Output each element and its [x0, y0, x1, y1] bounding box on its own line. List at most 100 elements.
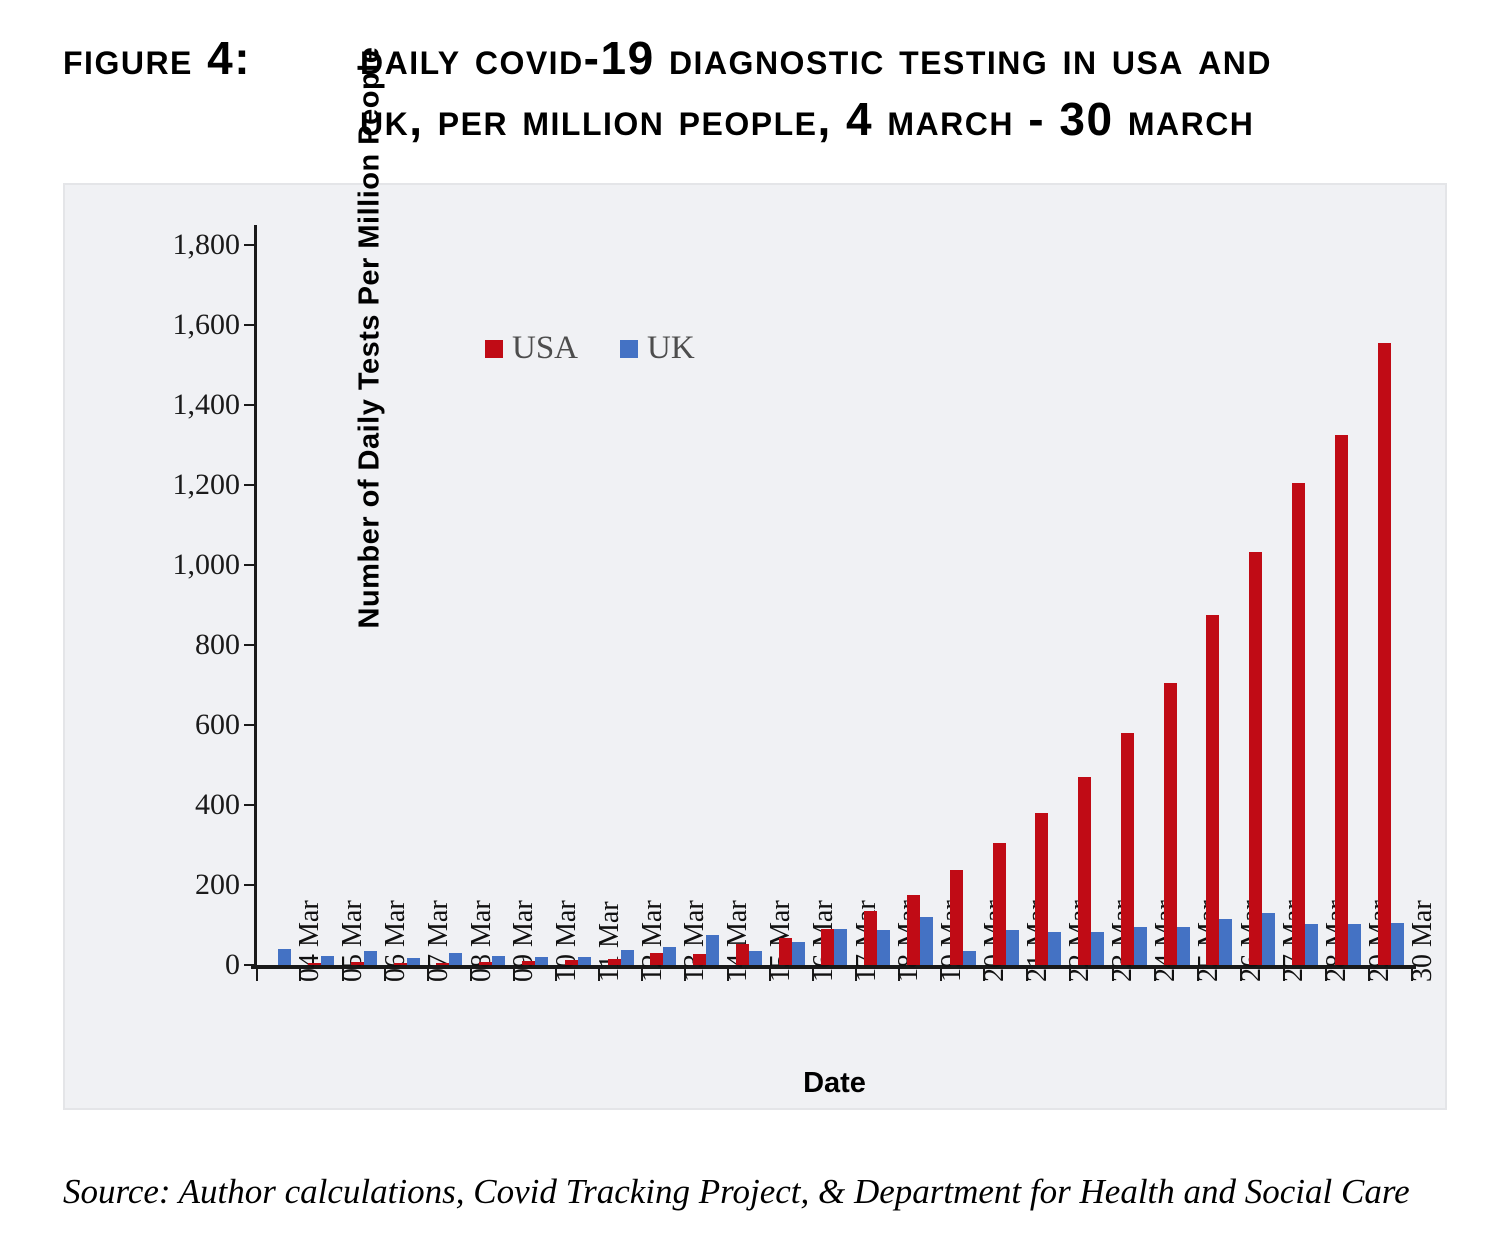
- y-axis-tick: [244, 484, 254, 487]
- x-axis-tick: [384, 969, 387, 981]
- figure-label: Figure 4:: [63, 32, 252, 84]
- x-axis-tick: [1111, 969, 1114, 981]
- x-axis-tick: [683, 969, 686, 981]
- bar-group-23-mar: [1070, 245, 1113, 965]
- x-axis-tick: [983, 969, 986, 981]
- x-axis-tick: [256, 969, 258, 981]
- x-axis-line: [251, 965, 1416, 969]
- bar-usa-29-mar: [1334, 435, 1348, 965]
- figure-title: Daily COVID-19 diagnostic testing in USA…: [360, 28, 1470, 150]
- bar-group-09-mar: [471, 245, 514, 965]
- bar-uk-26-mar: [1219, 918, 1233, 965]
- y-axis-tick-label: 400: [195, 788, 240, 821]
- bar-group-14-mar: [685, 245, 728, 965]
- bar-uk-14-mar: [706, 935, 720, 965]
- plot-area: 0 200 400 600 800 1,000 1,200 1,400 1,600 1,800 04…: [173, 225, 1438, 982]
- y-axis-tick: [244, 724, 254, 727]
- bar-usa-16-mar: [778, 937, 792, 965]
- bar-uk-04-mar: [278, 948, 292, 965]
- y-axis-tick: [244, 644, 254, 647]
- y-axis-tick-label: 600: [195, 708, 240, 741]
- bar-usa-19-mar: [907, 895, 921, 965]
- x-axis-tick: [1411, 969, 1413, 981]
- bar-usa-20-mar: [949, 869, 963, 965]
- bar-uk-15-mar: [748, 951, 762, 965]
- bar-usa-18-mar: [864, 911, 878, 965]
- y-axis-tick: [244, 404, 254, 406]
- bar-group-29-mar: [1326, 245, 1369, 965]
- x-axis-tick: [1026, 969, 1028, 981]
- bar-usa-13-mar: [650, 952, 664, 965]
- bar-uk-28-mar: [1305, 923, 1319, 965]
- y-axis-tick-label: 800: [195, 628, 240, 661]
- bar-uk-20-mar: [962, 951, 976, 965]
- x-axis-tick: [1197, 969, 1200, 981]
- bar-uk-11-mar: [577, 957, 591, 965]
- bar-uk-16-mar: [791, 942, 805, 965]
- legend-label-uk: UK: [647, 330, 695, 366]
- bar-usa-14-mar: [693, 953, 707, 965]
- x-axis-tick: [512, 969, 515, 981]
- x-axis-tick: [298, 969, 301, 981]
- bar-uk-19-mar: [920, 916, 934, 965]
- bar-group-10-mar: [514, 245, 557, 965]
- bar-group-05-mar: [300, 245, 343, 965]
- x-axis-tick-label: 30 Mar: [1406, 900, 1438, 982]
- figure-title-line-2: UK, Per million people, 4 March - 30 Mar…: [360, 93, 1255, 145]
- y-axis-tick-label: 1,600: [172, 307, 241, 341]
- y-axis-tick-label: 1,200: [172, 468, 241, 501]
- bar-uk-24-mar: [1133, 927, 1147, 965]
- x-axis-tick: [598, 969, 601, 981]
- bar-group-13-mar: [642, 245, 685, 965]
- bar-usa-30-mar: [1377, 343, 1391, 965]
- bar-uk-13-mar: [663, 947, 677, 965]
- bar-uk-12-mar: [620, 950, 634, 965]
- bar-uk-05-mar: [321, 955, 335, 965]
- x-axis-tick: [1239, 969, 1242, 981]
- bar-usa-22-mar: [1035, 813, 1049, 965]
- bar-usa-12-mar: [607, 959, 621, 965]
- bar-uk-07-mar: [406, 957, 420, 965]
- x-axis-tick: [1368, 969, 1371, 981]
- y-axis-tick: [244, 244, 254, 246]
- bar-uk-22-mar: [1048, 932, 1062, 965]
- bar-usa-08-mar: [436, 962, 450, 965]
- y-axis-tick: [244, 964, 254, 966]
- x-axis-tick: [940, 969, 943, 981]
- x-axis-tick: [555, 969, 558, 981]
- y-axis-tick-label: 1,800: [172, 228, 241, 261]
- bar-group-24-mar: [1113, 245, 1156, 965]
- bar-uk-27-mar: [1262, 913, 1276, 965]
- x-axis-tick: [1282, 969, 1285, 981]
- bar-uk-08-mar: [449, 952, 463, 965]
- bar-usa-06-mar: [350, 962, 364, 965]
- legend-item-uk: UK: [620, 330, 695, 367]
- chart-panel: Number of Daily Tests Per Million People…: [63, 47, 1447, 1110]
- bar-group-08-mar: [428, 245, 471, 965]
- x-axis-tick: [769, 969, 772, 981]
- bar-usa-26-mar: [1206, 614, 1220, 965]
- y-axis-tick: [244, 324, 254, 327]
- legend-item-usa: USA: [485, 330, 578, 367]
- legend-swatch-usa: [485, 339, 503, 358]
- x-axis-tick: [641, 969, 643, 981]
- figure-title-line-1: Daily COVID-19 diagnostic testing in USA…: [360, 32, 1273, 84]
- bar-usa-05-mar: [308, 962, 322, 965]
- bar-usa-21-mar: [992, 843, 1006, 965]
- bar-usa-15-mar: [735, 944, 749, 965]
- x-axis-tick: [854, 969, 857, 981]
- bar-usa-07-mar: [393, 963, 407, 965]
- legend-label-usa: USA: [512, 330, 579, 366]
- bar-usa-09-mar: [479, 962, 493, 965]
- bar-group-12-mar: [599, 245, 642, 965]
- bar-group-27-mar: [1241, 245, 1284, 965]
- y-axis-tick: [244, 564, 254, 566]
- bar-usa-25-mar: [1163, 683, 1177, 965]
- figure-title-row: Figure 4: Daily COVID-19 diagnostic test…: [63, 28, 1470, 150]
- bar-uk-17-mar: [834, 928, 848, 965]
- bar-group-15-mar: [728, 245, 771, 965]
- bar-usa-23-mar: [1078, 777, 1092, 965]
- y-axis-tick-label: 1,000: [172, 547, 241, 581]
- bar-usa-24-mar: [1120, 733, 1134, 965]
